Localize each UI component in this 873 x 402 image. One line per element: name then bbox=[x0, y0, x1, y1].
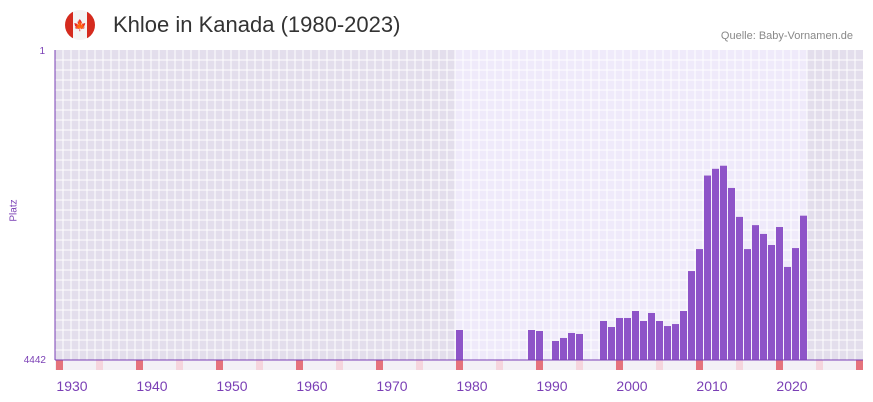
x-tick-label: 1940 bbox=[136, 378, 167, 394]
bar-2011 bbox=[704, 175, 711, 360]
year-marker bbox=[136, 360, 143, 370]
chart-title: Khloe in Kanada (1980-2023) bbox=[113, 12, 401, 37]
bar-2020 bbox=[776, 227, 783, 360]
bar-2014 bbox=[728, 187, 735, 360]
bar-2009 bbox=[688, 271, 695, 360]
bar-2002 bbox=[632, 311, 639, 360]
bar-2001 bbox=[624, 317, 631, 360]
bar-1995 bbox=[576, 333, 583, 360]
x-tick-label: 2000 bbox=[616, 378, 647, 394]
bar-1989 bbox=[528, 329, 535, 360]
bar-2023 bbox=[800, 215, 807, 360]
bar-1980 bbox=[456, 329, 463, 360]
year-marker bbox=[656, 360, 663, 370]
bar-2007 bbox=[672, 324, 679, 360]
x-tick-label: 2020 bbox=[776, 378, 807, 394]
x-tick-label: 1970 bbox=[376, 378, 407, 394]
bar-1993 bbox=[560, 337, 567, 360]
bar-2022 bbox=[792, 248, 799, 360]
bar-2012 bbox=[712, 168, 719, 360]
x-tick-label: 2010 bbox=[696, 378, 727, 394]
bar-2000 bbox=[616, 317, 623, 360]
bar-2016 bbox=[744, 249, 751, 360]
bar-2005 bbox=[656, 320, 663, 360]
year-marker bbox=[96, 360, 103, 370]
y-tick-label: 1 bbox=[39, 46, 45, 57]
bar-1990 bbox=[536, 330, 543, 360]
canada-flag-icon: 🍁 bbox=[65, 10, 95, 40]
bar-1994 bbox=[568, 332, 575, 360]
year-marker bbox=[816, 360, 823, 370]
year-marker bbox=[696, 360, 703, 370]
year-marker bbox=[296, 360, 303, 370]
year-marker bbox=[456, 360, 463, 370]
year-marker bbox=[56, 360, 63, 370]
bar-2021 bbox=[784, 266, 791, 360]
bar-2003 bbox=[640, 320, 647, 360]
source-link[interactable]: Quelle: Baby-Vornamen.de bbox=[720, 30, 853, 42]
x-tick-label: 1990 bbox=[536, 378, 567, 394]
x-tick-label: 1980 bbox=[456, 378, 487, 394]
bar-2018 bbox=[760, 233, 767, 360]
year-marker bbox=[176, 360, 183, 370]
bar-2006 bbox=[664, 326, 671, 360]
bar-2013 bbox=[720, 165, 727, 360]
year-marker bbox=[536, 360, 543, 370]
bar-2019 bbox=[768, 245, 775, 360]
bar-2004 bbox=[648, 312, 655, 360]
year-marker bbox=[856, 360, 863, 370]
bar-1998 bbox=[600, 320, 607, 360]
year-marker bbox=[336, 360, 343, 370]
x-tick-label: 1950 bbox=[216, 378, 247, 394]
year-marker bbox=[256, 360, 263, 370]
x-tick-label: 1960 bbox=[296, 378, 327, 394]
year-marker bbox=[576, 360, 583, 370]
y-tick-label: 4442 bbox=[24, 355, 47, 366]
bar-2017 bbox=[752, 225, 759, 360]
bar-1999 bbox=[608, 327, 615, 360]
year-marker bbox=[376, 360, 383, 370]
bar-2015 bbox=[736, 216, 743, 360]
bar-2008 bbox=[680, 311, 687, 360]
bar-2010 bbox=[696, 249, 703, 360]
year-marker bbox=[416, 360, 423, 370]
year-marker bbox=[776, 360, 783, 370]
year-marker bbox=[616, 360, 623, 370]
x-tick-label: 1930 bbox=[56, 378, 87, 394]
year-marker bbox=[736, 360, 743, 370]
year-marker bbox=[496, 360, 503, 370]
bar-1992 bbox=[552, 340, 559, 360]
year-marker bbox=[216, 360, 223, 370]
